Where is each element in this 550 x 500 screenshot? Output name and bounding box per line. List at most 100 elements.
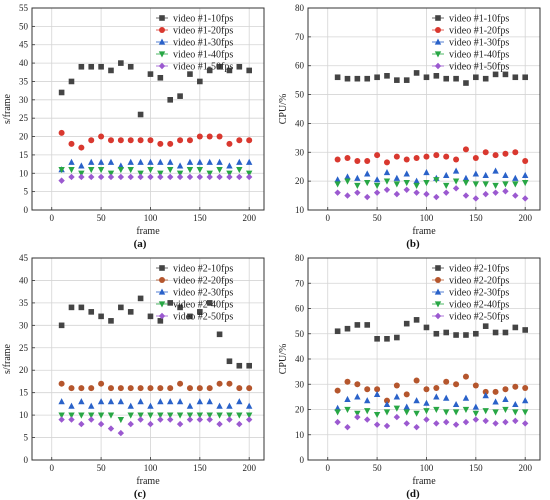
legend-item: video #1-50fps [432,62,509,73]
data-point [68,158,75,165]
data-point [413,177,420,184]
data-point [482,181,489,188]
series-video-2-50fps [58,416,253,437]
data-point [403,391,410,398]
data-point [127,420,134,428]
data-point [137,385,144,392]
data-point [78,144,85,151]
data-point [167,416,174,423]
data-point [177,137,184,144]
x-tick-label: 0 [325,463,330,473]
y-tick-label: 50 [295,329,305,339]
y-tick-label: 20 [19,365,29,375]
data-point [413,410,420,417]
legend-marker-icon [159,15,165,21]
data-point [453,332,459,338]
legend-label: video #1-10fps [173,14,233,25]
data-point [78,170,85,177]
data-point [157,385,164,392]
data-point [522,74,528,81]
data-point [196,173,204,181]
data-point [196,158,204,165]
chart-panel-d: 0 50 100 150 200 0 10 20 30 40 50 60 70 80 frame CPU/% v… [278,253,541,500]
y-tick-label: 35 [19,76,29,86]
data-point [453,381,460,388]
data-point [88,158,95,165]
data-point [117,173,125,181]
data-point [167,398,174,405]
data-point [236,412,243,419]
y-axis-title: s/frame [2,343,13,374]
data-point [137,398,144,405]
data-point [147,137,154,144]
legend-label: video #1-50fps [173,62,233,73]
data-point [98,133,105,140]
data-point [492,167,499,174]
data-point [245,158,253,165]
legend-label: video #1-20fps [449,26,509,37]
data-point [88,137,95,144]
data-point [117,167,125,174]
y-tick-label: 15 [19,150,29,160]
data-point [521,195,529,202]
data-point [502,171,509,178]
legend-item: video #1-20fps [432,26,509,37]
legend-label: video #2-20fps [449,276,509,287]
data-point [236,420,243,428]
figure-caption: (a) [134,238,147,250]
data-point [117,429,125,437]
y-tick-label: 20 [295,176,305,186]
legend-marker-icon [158,288,166,295]
legend-item: video #1-30fps [432,38,509,49]
data-point [137,111,144,118]
legend-item: video #1-30fps [156,38,233,49]
data-point [413,423,420,431]
y-tick-label: 70 [295,278,305,288]
data-point [384,336,390,342]
data-point [196,412,204,419]
data-point [107,385,114,392]
data-point [423,386,430,393]
data-point [206,385,213,392]
data-point [78,162,85,169]
data-point [502,386,509,393]
data-point [383,397,390,404]
data-point [68,140,75,147]
data-point [472,170,480,177]
data-point [443,153,450,160]
data-point [206,133,213,140]
data-point [245,173,253,181]
legend-marker-icon [159,27,165,33]
data-point [344,406,351,413]
data-point [206,300,213,306]
data-point [453,156,460,163]
y-tick-label: 10 [295,205,305,215]
plot-frame [31,7,265,211]
legend-label: video #2-10fps [173,264,233,275]
data-point [117,417,125,424]
x-tick-label: 200 [518,463,532,473]
data-point [245,402,253,409]
data-point [127,167,134,174]
legend-marker-icon [158,38,166,45]
data-point [118,60,124,66]
data-point [226,412,233,419]
data-point [68,402,75,409]
data-point [147,167,154,174]
data-point [226,173,233,181]
data-point [137,170,144,177]
data-point [393,190,401,198]
plot-frame [31,257,265,461]
series-video-2-20fps [334,373,529,404]
data-point [88,385,95,392]
data-point [492,388,499,395]
data-point [137,137,144,144]
legend-item: video #2-20fps [156,276,233,287]
y-tick-label: 60 [295,61,305,71]
data-point [403,420,410,427]
data-point [157,412,164,419]
legend-label: video #2-20fps [173,276,233,287]
legend-marker-icon [158,301,166,308]
data-point [344,155,351,162]
data-point [354,410,361,417]
